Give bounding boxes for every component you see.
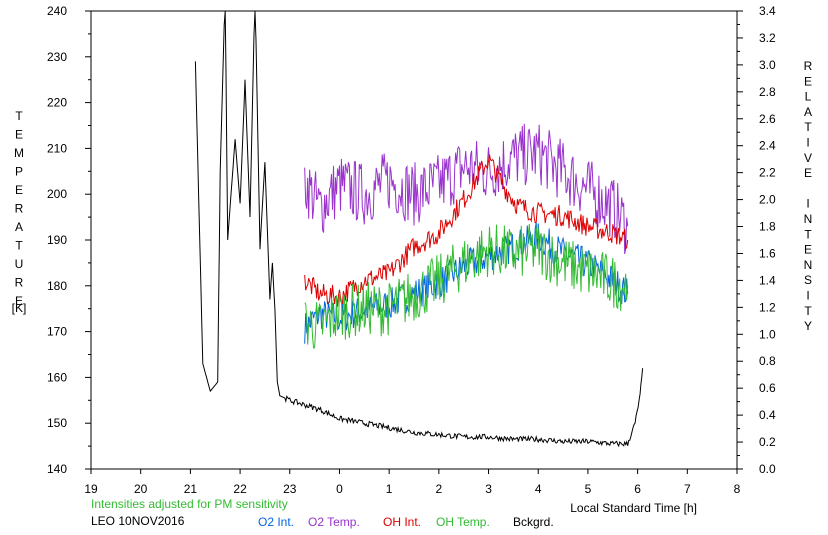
y-right-tick-label: 1.2: [759, 300, 776, 314]
legend-oh-int: OH Int.: [383, 515, 422, 529]
y-left-unit-label: [K]: [12, 301, 27, 315]
legend-oh-temp: OH Temp.: [436, 515, 490, 529]
x-tick-label: 6: [634, 482, 641, 496]
x-tick-label: 2: [436, 482, 443, 496]
x-tick-label: 4: [535, 482, 542, 496]
series-layer: [194, 10, 644, 448]
y-left-label-letter: A: [15, 220, 23, 234]
plot-frame: [90, 10, 738, 470]
y-right-label-letter: E: [804, 166, 812, 180]
y-right-tick-label: 0.4: [759, 408, 776, 422]
y-left-tick-label: 240: [47, 4, 67, 18]
x-tick-label: 19: [84, 482, 98, 496]
y-left-tick-label: 220: [47, 96, 67, 110]
y-right-tick-label: 2.2: [759, 166, 776, 180]
y-right-tick-label: 2.0: [759, 193, 776, 207]
x-tick-label: 5: [585, 482, 592, 496]
y-left-label-letter: E: [15, 294, 23, 308]
y-right-tick-label: 0.2: [759, 435, 776, 449]
y-right-tick-label: 3.4: [759, 4, 776, 18]
x-tick-label: 23: [283, 482, 297, 496]
y-right-label-letter: E: [804, 74, 812, 88]
y-right-label-letter: R: [804, 59, 813, 73]
y-right-tick-label: 0.0: [759, 462, 776, 476]
y-left-label-letter: R: [15, 202, 24, 216]
sensitivity-note: Intensities adjusted for PM sensitivity: [91, 497, 288, 511]
y-right-tick-label: 3.2: [759, 31, 776, 45]
y-right-label-letter: I: [806, 136, 809, 150]
y-right-tick-label: 1.8: [759, 220, 776, 234]
series-line-oh-int: [304, 154, 629, 307]
y-right-tick-label: 1.0: [759, 327, 776, 341]
y-right-tick-label: 0.6: [759, 381, 776, 395]
y-left-tick-label: 180: [47, 279, 67, 293]
x-tick-label: 8: [734, 482, 741, 496]
y-right-tick-label: 0.8: [759, 354, 776, 368]
y-right-label-letter: E: [804, 243, 812, 257]
y-left-label-letter: T: [15, 239, 23, 253]
y-left-label-letter: T: [15, 109, 23, 123]
y-right-tick-label: 1.4: [759, 273, 776, 287]
y-left-label-letter: U: [15, 257, 24, 271]
y-left-tick-label: 160: [47, 370, 67, 384]
y-left-tick-label: 210: [47, 141, 67, 155]
y-right-tick-label: 3.0: [759, 58, 776, 72]
y-right-label-letter: T: [804, 120, 812, 134]
x-axis-label: Local Standard Time [h]: [570, 501, 697, 515]
y-right-label-letter: S: [804, 273, 812, 287]
y-right-tick-label: 2.8: [759, 85, 776, 99]
y-right-label-letter: I: [806, 289, 809, 303]
x-tick-label: 22: [233, 482, 247, 496]
y-right-tick-label: 1.6: [759, 246, 776, 260]
y-right-label-letter: T: [804, 227, 812, 241]
legend-background: Bckgrd.: [513, 515, 554, 529]
y-right-axis-ticks: 0.0 0.2 0.4 0.6 0.8 1.0 1.2 1.4 1.6 1.8 2.0 2.2 2.4 2…: [737, 4, 776, 476]
legend-o2-temp: O2 Temp.: [308, 515, 360, 529]
y-right-label-letter: L: [805, 90, 812, 104]
y-left-tick-label: 200: [47, 187, 67, 201]
series-line-o2-temp: [304, 123, 629, 255]
y-left-axis-ticks: 140 150 160 170 180 190 200 210 220 230 240: [47, 4, 91, 476]
x-tick-label: 1: [386, 482, 393, 496]
y-right-tick-label: 2.4: [759, 139, 776, 153]
y-right-label-letter: N: [804, 258, 813, 272]
series-line-oh-temp: [304, 223, 629, 349]
y-right-label-letter: I: [806, 197, 809, 211]
y-left-tick-label: 170: [47, 325, 67, 339]
x-tick-label: 20: [134, 482, 148, 496]
y-right-label-letter: Y: [804, 319, 812, 333]
y-left-label-letter: E: [15, 128, 23, 142]
legend-o2-int: O2 Int.: [258, 515, 295, 529]
y-right-label-letter: A: [804, 105, 812, 119]
y-right-label-letter: N: [804, 212, 813, 226]
y-left-tick-label: 190: [47, 233, 67, 247]
y-left-tick-label: 230: [47, 50, 67, 64]
y-left-label-letter: M: [14, 146, 24, 160]
y-left-tick-label: 140: [47, 462, 67, 476]
y-left-label-letter: P: [15, 165, 23, 179]
x-tick-label: 0: [336, 482, 343, 496]
y-right-label-letter: T: [804, 304, 812, 318]
station-label: LEO 10NOV2016: [91, 514, 185, 528]
y-right-tick-label: 2.6: [759, 112, 776, 126]
y-left-tick-label: 150: [47, 416, 67, 430]
series-line-bckgrd: [194, 10, 644, 448]
x-tick-label: 21: [184, 482, 198, 496]
x-tick-label: 7: [684, 482, 691, 496]
y-right-label-letter: V: [804, 151, 812, 165]
y-left-label-letter: E: [15, 183, 23, 197]
x-tick-label: 3: [485, 482, 492, 496]
y-left-label-letter: R: [15, 276, 24, 290]
x-axis-ticks: 19 20 21 22 23 0 1 2 3 4 5 6 7 8: [84, 469, 741, 496]
